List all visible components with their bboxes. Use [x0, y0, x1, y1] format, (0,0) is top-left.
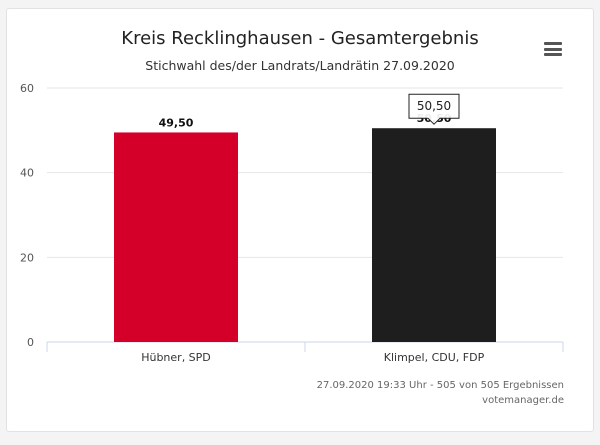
- x-tick-label: Klimpel, CDU, FDP: [384, 351, 485, 364]
- data-label: 49,50: [159, 116, 194, 129]
- tooltip-text: 50,50: [417, 99, 451, 113]
- y-tick-label: 0: [27, 336, 34, 349]
- chart-title: Kreis Recklinghausen - Gesamtergebnis: [121, 28, 479, 49]
- y-tick-label: 60: [20, 82, 34, 95]
- source-credit: votemanager.de: [482, 395, 564, 406]
- hamburger-menu-icon[interactable]: [544, 42, 562, 56]
- result-status: 27.09.2020 19:33 Uhr - 505 von 505 Ergeb…: [316, 380, 564, 391]
- bar: [372, 128, 496, 342]
- tooltip-box: [408, 93, 460, 125]
- y-tick-label: 20: [20, 251, 34, 264]
- y-tick-label: 40: [20, 167, 34, 180]
- x-tick-label: Hübner, SPD: [141, 351, 211, 364]
- bar: [114, 132, 238, 342]
- chart-subtitle: Stichwahl des/der Landrats/Landrätin 27.…: [145, 58, 455, 73]
